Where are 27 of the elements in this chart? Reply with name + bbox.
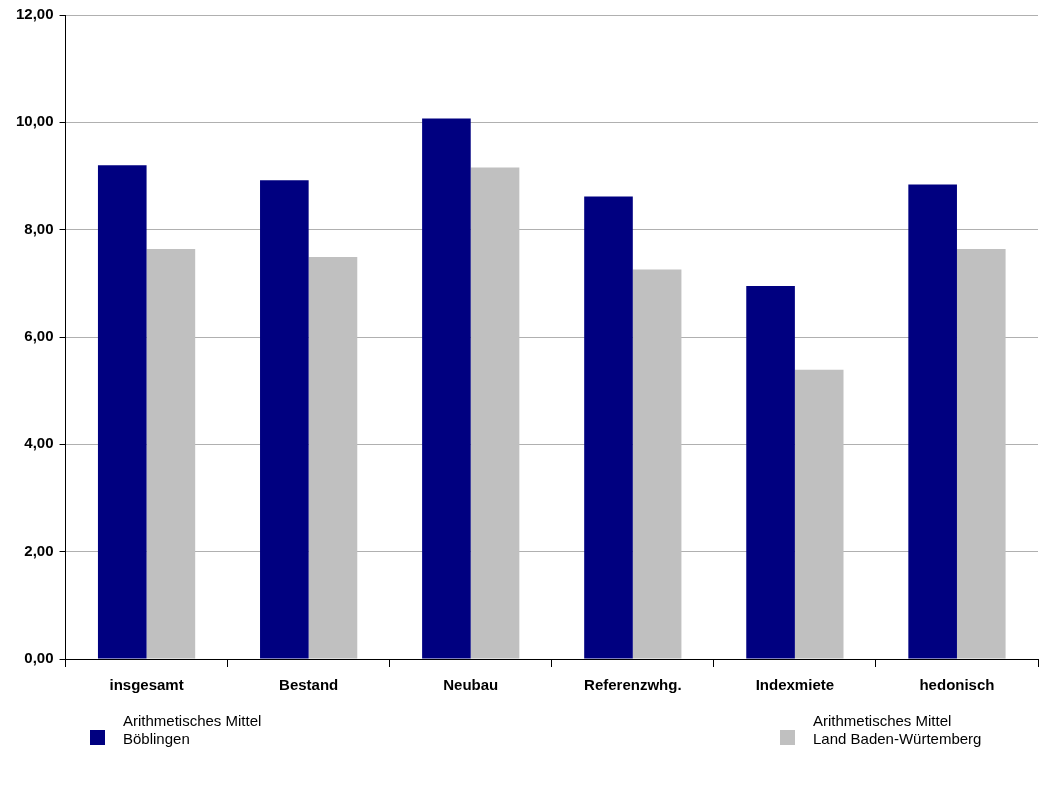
legend-label: Arithmetisches Mittel Land Baden-Würtemberg	[813, 712, 983, 748]
x-tick-label: Indexmiete	[755, 676, 835, 694]
bar	[260, 180, 309, 659]
y-tick-label: 12,00	[15, 5, 54, 23]
x-tick-label: insgesamt	[109, 676, 184, 694]
bar	[632, 269, 682, 659]
y-tick-label: 10,00	[15, 112, 54, 130]
bar	[956, 248, 1006, 659]
legend-label: Arithmetisches Mittel Böblingen	[123, 712, 263, 748]
bar	[422, 118, 471, 659]
bar	[746, 286, 795, 659]
bar	[908, 184, 957, 659]
y-tick-label: 0,00	[24, 649, 54, 667]
bar	[308, 257, 358, 659]
x-tick-label: hedonisch	[919, 676, 995, 694]
bar	[146, 248, 196, 659]
x-tick-label: Neubau	[443, 676, 499, 694]
x-tick-label: Referenzwhg.	[584, 676, 682, 694]
bar	[470, 167, 520, 659]
y-tick-label: 8,00	[24, 219, 54, 237]
x-tick-label: Bestand	[279, 676, 339, 694]
bar	[584, 196, 633, 659]
bar	[97, 165, 147, 659]
bar	[794, 369, 844, 659]
y-tick-label: 6,00	[24, 327, 54, 345]
y-tick-label: 2,00	[24, 541, 54, 559]
y-tick-label: 4,00	[24, 434, 54, 452]
